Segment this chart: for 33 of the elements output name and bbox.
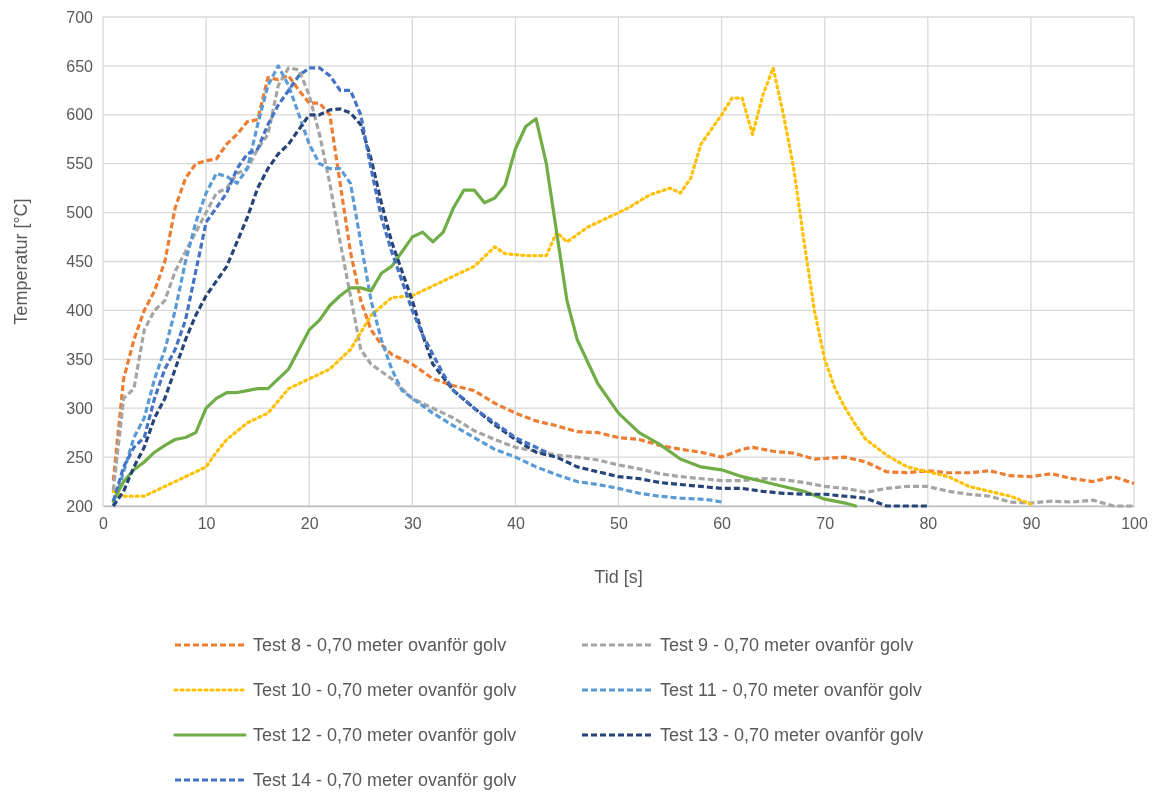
y-tick-label: 250 (66, 448, 94, 466)
y-axis-title: Temperatur [°C] (11, 198, 31, 325)
x-axis-title: Tid [s] (594, 567, 643, 587)
y-tick-label: 200 (66, 497, 94, 515)
legend-label: Test 10 - 0,70 meter ovanför golv (253, 680, 517, 700)
y-tick-label: 650 (66, 57, 94, 75)
x-tick-label: 70 (816, 515, 835, 533)
y-tick-label: 700 (66, 8, 94, 26)
x-tick-label: 40 (507, 515, 525, 533)
legend-label: Test 9 - 0,70 meter ovanför golv (660, 635, 914, 655)
x-tick-label: 60 (713, 515, 732, 533)
x-tick-label: 100 (1121, 515, 1148, 533)
line-series (111, 66, 548, 503)
legend-label: Test 8 - 0,70 meter ovanför golv (253, 635, 507, 655)
line-series (111, 64, 724, 508)
legend-label: Test 13 - 0,70 meter ovanför golv (660, 725, 924, 745)
y-tick-label: 400 (66, 302, 94, 320)
x-tick-label: 0 (99, 515, 109, 533)
y-tick-label: 600 (66, 106, 94, 124)
y-tick-label: 350 (66, 350, 94, 368)
legend-label: Test 11 - 0,70 meter ovanför golv (660, 680, 922, 700)
x-tick-label: 20 (300, 515, 319, 533)
x-tick-label: 10 (197, 515, 216, 533)
legend-label: Test 14 - 0,70 meter ovanför golv (253, 770, 517, 790)
x-tick-label: 50 (610, 515, 628, 533)
y-tick-label: 500 (66, 204, 94, 222)
y-tick-label: 450 (66, 253, 94, 271)
y-tick-label: 550 (66, 155, 94, 173)
x-tick-label: 30 (403, 515, 422, 533)
legend-label: Test 12 - 0,70 meter ovanför golv (253, 725, 517, 745)
x-tick-label: 80 (919, 515, 938, 533)
x-tick-label: 90 (1022, 515, 1041, 533)
y-tick-label: 300 (66, 399, 94, 417)
